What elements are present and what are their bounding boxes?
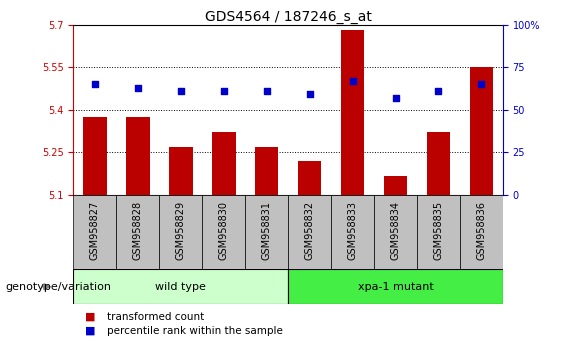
Text: wild type: wild type [155, 282, 206, 292]
Text: percentile rank within the sample: percentile rank within the sample [107, 326, 283, 336]
Bar [212, 132, 236, 195]
Bar [374, 195, 417, 269]
Text: GSM958828: GSM958828 [133, 201, 143, 260]
Text: ■: ■ [85, 312, 95, 322]
Point [262, 88, 271, 94]
Bar [83, 117, 107, 195]
Point [133, 85, 142, 91]
Text: xpa-1 mutant: xpa-1 mutant [358, 282, 433, 292]
Text: GSM958829: GSM958829 [176, 201, 186, 260]
Bar [417, 195, 460, 269]
Bar [427, 132, 450, 195]
Bar [73, 195, 116, 269]
Text: GSM958830: GSM958830 [219, 201, 229, 259]
Point [434, 88, 443, 94]
Bar [73, 269, 288, 304]
Bar [245, 195, 288, 269]
Text: genotype/variation: genotype/variation [6, 282, 112, 292]
Bar [470, 67, 493, 195]
Bar [126, 117, 150, 195]
Point [391, 95, 400, 101]
Bar [341, 30, 364, 195]
Text: GSM958834: GSM958834 [390, 201, 401, 259]
Text: ■: ■ [85, 326, 95, 336]
Bar [159, 195, 202, 269]
Bar [460, 195, 503, 269]
Title: GDS4564 / 187246_s_at: GDS4564 / 187246_s_at [205, 10, 372, 24]
Text: GSM958831: GSM958831 [262, 201, 272, 259]
Bar [116, 195, 159, 269]
Point [348, 78, 357, 84]
Bar [288, 269, 503, 304]
Text: GSM958836: GSM958836 [476, 201, 486, 259]
Bar [202, 195, 245, 269]
Bar [298, 161, 321, 195]
Bar [331, 195, 374, 269]
Text: GSM958835: GSM958835 [433, 201, 444, 260]
Point [305, 92, 314, 97]
Bar [384, 176, 407, 195]
Point [219, 88, 228, 94]
Text: transformed count: transformed count [107, 312, 205, 322]
Text: GSM958827: GSM958827 [90, 201, 100, 260]
Point [477, 81, 486, 87]
Bar [169, 147, 193, 195]
Bar [255, 147, 279, 195]
Point [90, 81, 99, 87]
Point [176, 88, 185, 94]
Bar [288, 195, 331, 269]
Text: GSM958833: GSM958833 [347, 201, 358, 259]
Text: GSM958832: GSM958832 [305, 201, 315, 260]
